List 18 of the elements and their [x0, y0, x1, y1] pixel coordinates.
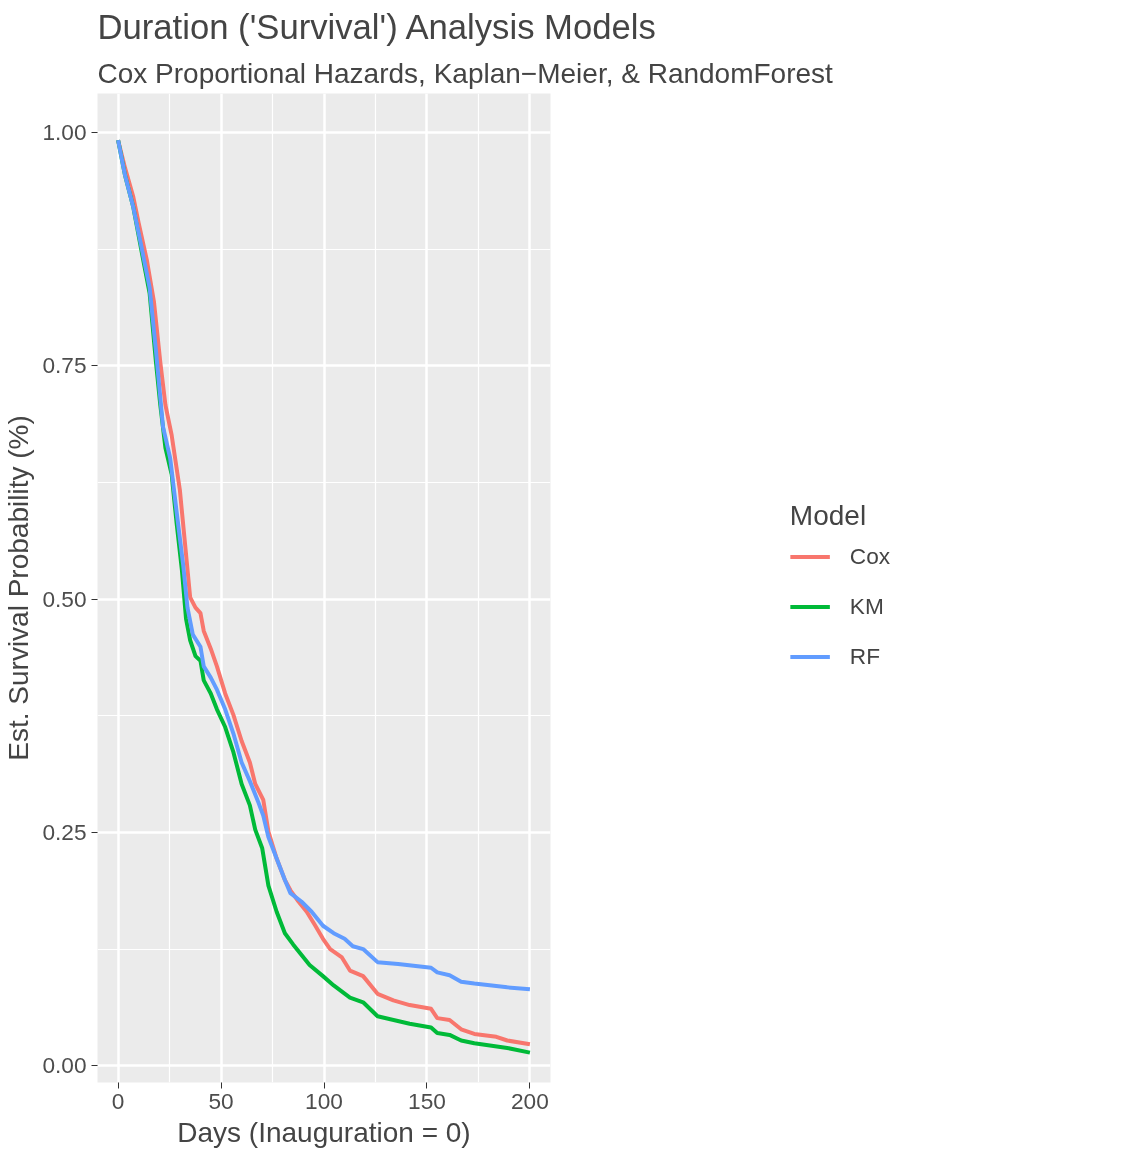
- chart-subtitle: Cox Proportional Hazards, Kaplan−Meier, & RandomForest: [97, 57, 834, 89]
- y-tick-label: 0.25: [42, 818, 87, 845]
- legend-label: Cox: [849, 542, 891, 570]
- legend-title: Model: [789, 499, 868, 531]
- x-tick-label: 150: [408, 1087, 446, 1114]
- x-tick-label: 0: [111, 1087, 125, 1114]
- y-axis-title: Est. Survival Probability (%): [3, 415, 35, 761]
- x-axis-title: Days (Inauguration = 0): [177, 1116, 471, 1148]
- legend-label: KM: [849, 592, 884, 620]
- y-tick-label: 0.50: [42, 585, 87, 612]
- legend-label: RF: [849, 642, 881, 670]
- chart-title: Duration ('Survival') Analysis Models: [97, 7, 656, 46]
- x-tick-label: 50: [208, 1087, 234, 1114]
- y-tick-label: 0.75: [42, 352, 87, 379]
- x-tick-label: 200: [511, 1087, 549, 1114]
- y-tick-label: 1.00: [42, 119, 87, 146]
- y-tick-label: 0.00: [42, 1052, 87, 1079]
- x-tick-label: 100: [305, 1087, 343, 1114]
